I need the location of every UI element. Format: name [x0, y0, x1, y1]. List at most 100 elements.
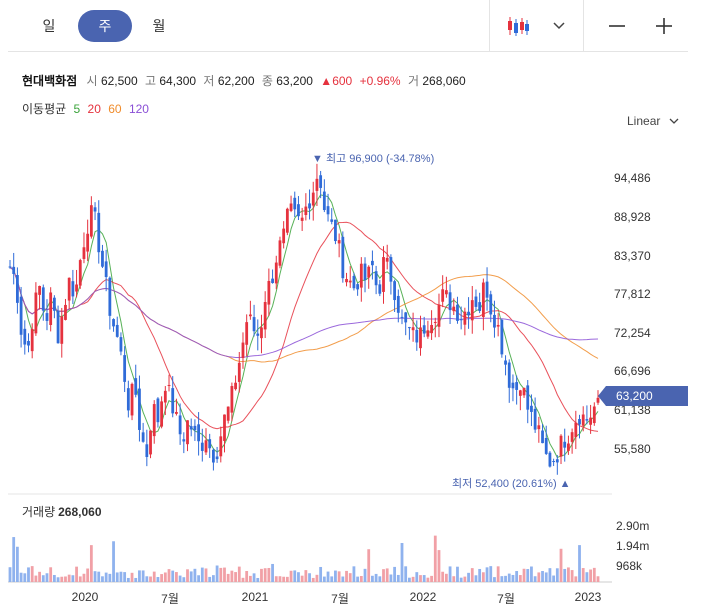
candle-body [130, 383, 134, 416]
tab-daily[interactable]: 일 [42, 18, 56, 34]
volume-bar [385, 568, 389, 582]
candle-body [570, 432, 574, 442]
volume-bar [223, 567, 226, 582]
volume-bar [200, 567, 204, 582]
volume-bar [130, 572, 134, 582]
volume-bar [156, 577, 160, 582]
volume-bar [263, 568, 267, 582]
candle-body [304, 206, 308, 216]
volume-bar [304, 570, 308, 582]
volume-bar [45, 573, 49, 582]
candle-body [537, 425, 541, 430]
volume-bar [15, 546, 19, 582]
volume-bar [167, 569, 171, 582]
volume-bar [189, 571, 193, 582]
candle-body [64, 304, 67, 320]
volume-bar [226, 573, 230, 582]
candle-body [60, 316, 64, 344]
volume-bar [415, 572, 419, 582]
moving-average-legend[interactable]: 이동평균 5 20 60 120 [22, 100, 149, 117]
candle-body [97, 212, 101, 253]
volume-bar [126, 577, 130, 582]
candle-body [219, 436, 223, 457]
candle-body [19, 296, 23, 335]
volume-bar [204, 568, 208, 582]
candle-body [485, 281, 489, 298]
chart-type-button[interactable] [500, 10, 536, 42]
candle-body [493, 314, 496, 328]
candle-body [374, 271, 378, 286]
candle-body [211, 449, 215, 463]
volume-bar [308, 573, 311, 582]
candle-body [396, 295, 400, 313]
candle-body [223, 414, 226, 441]
candle-body [245, 322, 249, 345]
volume-tick: 1.94m [616, 539, 650, 553]
volume-bar [175, 572, 178, 582]
candle-body [237, 362, 241, 382]
volume-bar [34, 575, 38, 582]
x-tick: 2022 [409, 590, 437, 604]
volume-bar [149, 576, 152, 582]
volume-bar [141, 570, 145, 582]
candle-body [260, 327, 263, 339]
candle-body [38, 285, 41, 295]
candle-body [559, 435, 563, 457]
scale-selector[interactable]: Linear [627, 114, 679, 128]
volume-bar [581, 568, 585, 582]
candle-body [123, 355, 127, 382]
zoom-in-button[interactable] [646, 10, 682, 42]
candle-body [567, 443, 570, 451]
low-value: 62,200 [217, 74, 255, 88]
candle-body [56, 310, 60, 344]
volume-bar [297, 572, 300, 582]
candle-body [171, 388, 175, 414]
chevron-down-icon [669, 118, 679, 125]
candle-body [167, 384, 171, 386]
volume-bar [12, 537, 16, 582]
candle-body [489, 294, 493, 315]
candle-body [34, 292, 38, 334]
period-tabs: 일 주 월 [0, 0, 702, 52]
candle-body [126, 388, 130, 411]
price-tick: 66,696 [614, 364, 651, 378]
chart-type-dropdown[interactable] [544, 10, 574, 42]
volume-bar [248, 575, 252, 582]
tab-weekly[interactable]: 주 [78, 10, 132, 42]
close-value: 63,200 [276, 74, 313, 88]
volume-bar [348, 573, 352, 582]
high-value: 64,300 [159, 74, 197, 88]
candle-body [182, 439, 186, 442]
volume-bar [67, 574, 71, 582]
candle-body [518, 390, 522, 396]
candle-body [330, 219, 334, 222]
candle-body [552, 461, 556, 463]
volume-bar [326, 571, 330, 582]
candle-body [149, 430, 152, 455]
candle-body [282, 228, 286, 244]
candle-body [400, 316, 404, 318]
volume-bar [97, 571, 101, 582]
volume-bar [38, 571, 41, 582]
candle-body [267, 280, 271, 305]
candle-body [112, 319, 115, 327]
tab-monthly[interactable]: 월 [152, 18, 166, 34]
candle-body [596, 397, 600, 403]
candle-body [459, 319, 463, 321]
volume-bar [211, 575, 215, 582]
price-tick: 77,812 [614, 287, 651, 301]
volume-bar [570, 570, 574, 582]
zoom-out-button[interactable] [599, 10, 635, 42]
candle-body [592, 406, 596, 424]
candle-body [385, 257, 389, 262]
price-tick: 72,254 [614, 326, 651, 340]
candle-body [160, 401, 164, 427]
chevron-down-icon [553, 22, 565, 30]
volume-bar [112, 541, 115, 582]
candle-body [426, 330, 430, 337]
candle-body [115, 324, 119, 337]
candle-body [27, 340, 30, 346]
high-annotation: ▼ 최고 96,900 (-34.78%) [312, 153, 435, 165]
volume-bar [493, 577, 496, 582]
